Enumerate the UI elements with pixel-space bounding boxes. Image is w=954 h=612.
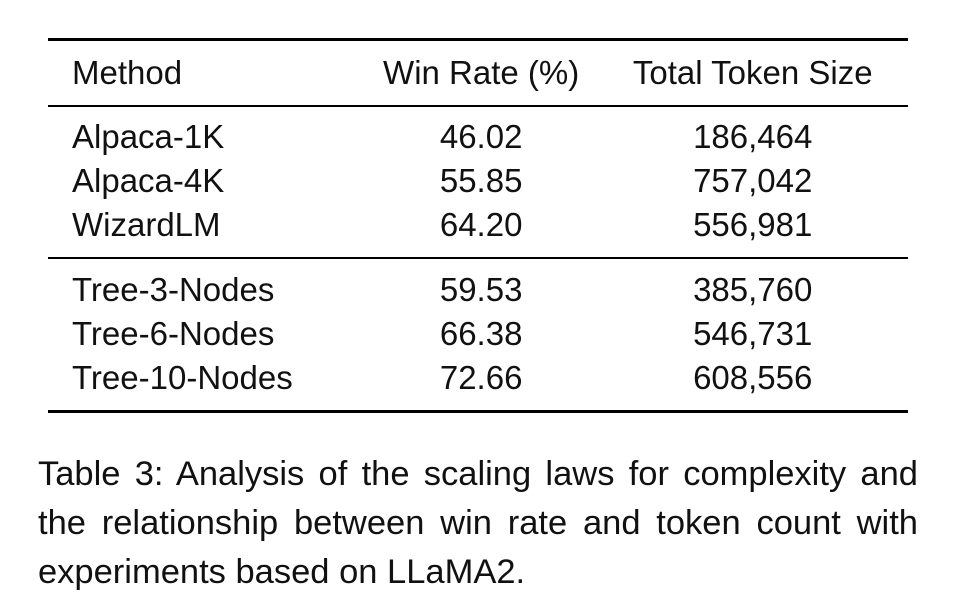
table-row: WizardLM 64.20 556,981 [48, 203, 908, 258]
cell-token-size: 385,760 [693, 270, 813, 308]
baseline-group: Alpaca-1K 46.02 186,464 Alpaca-4K 55.85 … [48, 106, 908, 258]
table-row: Tree-10-Nodes 72.66 608,556 [48, 356, 908, 412]
cell-method: Alpaca-1K [72, 117, 225, 155]
results-table: Method Win Rate (%) Total Token Size Alp… [48, 38, 908, 413]
results-table-container: Method Win Rate (%) Total Token Size Alp… [48, 38, 908, 413]
tree-group: Tree-3-Nodes 59.53 385,760 Tree-6-Nodes … [48, 258, 908, 412]
header-total-token-size: Total Token Size [632, 53, 873, 91]
cell-win-rate: 55.85 [439, 161, 523, 199]
cell-token-size: 546,731 [693, 314, 813, 352]
header-row: Method Win Rate (%) Total Token Size [48, 40, 908, 106]
table-caption: Table 3: Analysis of the scaling laws fo… [38, 455, 918, 591]
cell-method: Tree-3-Nodes [72, 270, 275, 308]
table-row: Alpaca-4K 55.85 757,042 [48, 159, 908, 203]
cell-token-size: 757,042 [693, 161, 813, 199]
cell-win-rate: 64.20 [439, 205, 523, 243]
cell-method: Tree-10-Nodes [72, 358, 293, 396]
header-method: Method [72, 53, 183, 91]
cell-token-size: 608,556 [693, 358, 813, 396]
cell-method: WizardLM [72, 205, 221, 243]
table-row: Tree-3-Nodes 59.53 385,760 [48, 258, 908, 312]
table-header: Method Win Rate (%) Total Token Size [48, 39, 908, 106]
cell-method: Alpaca-4K [72, 161, 225, 199]
cell-method: Tree-6-Nodes [72, 314, 275, 352]
header-win-rate: Win Rate (%) [383, 53, 580, 91]
table-row: Alpaca-1K 46.02 186,464 [48, 106, 908, 159]
cell-token-size: 186,464 [693, 117, 813, 155]
cell-win-rate: 46.02 [439, 117, 523, 155]
table-row: Tree-6-Nodes 66.38 546,731 [48, 312, 908, 356]
cell-win-rate: 72.66 [439, 358, 523, 396]
cell-win-rate: 66.38 [439, 314, 523, 352]
cell-win-rate: 59.53 [439, 270, 523, 308]
cell-token-size: 556,981 [693, 205, 813, 243]
